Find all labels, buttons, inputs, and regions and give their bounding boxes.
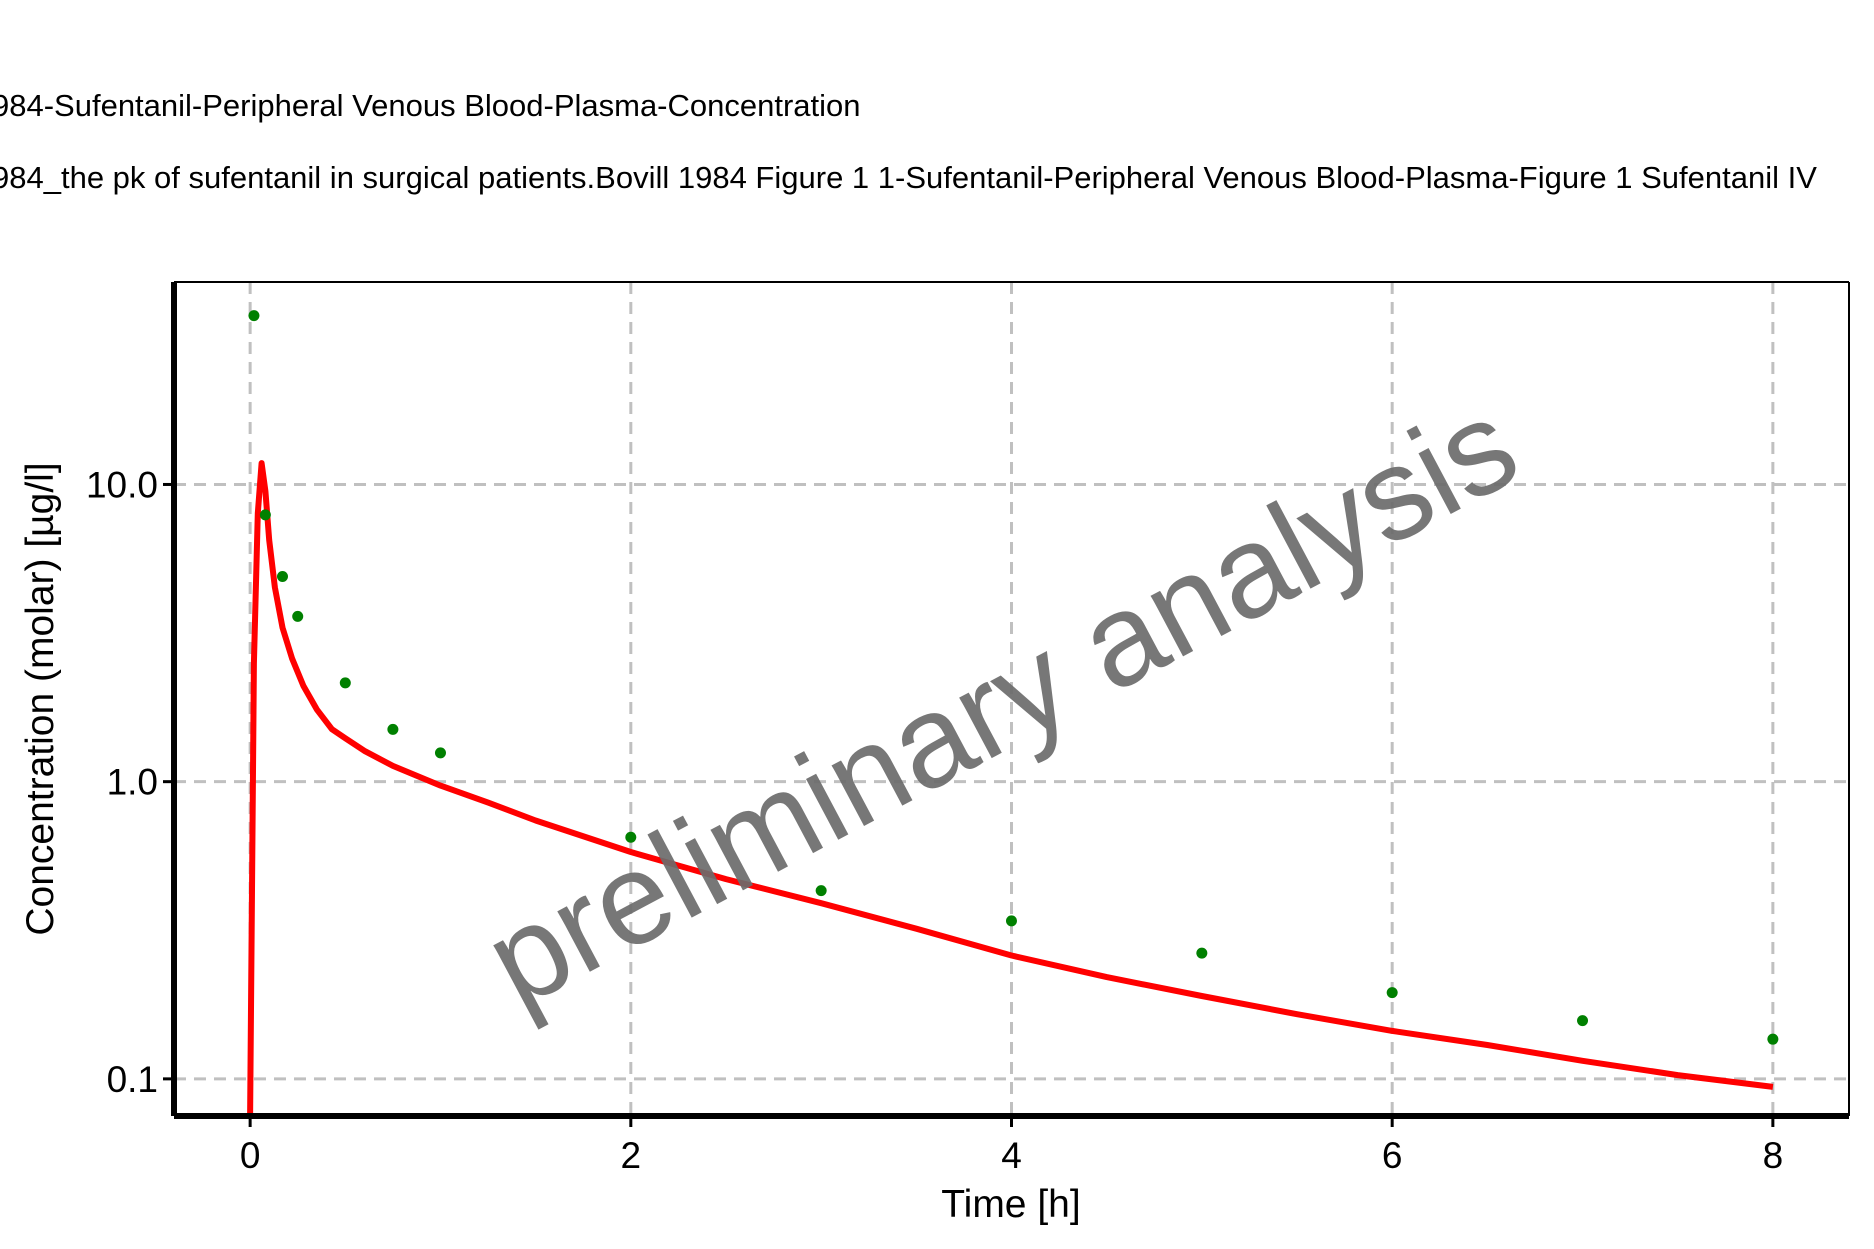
chart-title: 984-Sufentanil-Peripheral Venous Blood-P… <box>0 88 861 123</box>
x-tick-label-3: 6 <box>1382 1135 1403 1176</box>
observed-point-8 <box>815 885 827 897</box>
y-tick-label-2: 10.0 <box>86 464 158 505</box>
observed-point-7 <box>625 831 637 843</box>
y-tick-label-1: 1.0 <box>107 762 158 803</box>
observed-point-12 <box>1577 1015 1589 1027</box>
x-tick-label-0: 0 <box>240 1135 261 1176</box>
observed-point-0 <box>248 310 260 322</box>
x-tick-label-4: 8 <box>1763 1135 1784 1176</box>
observed-point-1 <box>259 509 271 521</box>
y-tick-label-0: 0.1 <box>107 1059 158 1100</box>
observed-point-4 <box>339 677 351 689</box>
simulation-line <box>247 460 1774 1117</box>
plot-data <box>247 310 1779 1117</box>
observed-point-9 <box>1006 915 1017 927</box>
chart-subtitle: 984_the pk of sufentanil in surgical pat… <box>0 160 1817 195</box>
observed-point-11 <box>1386 987 1398 999</box>
y-axis-label: Concentration (molar) [µg/l] <box>19 462 62 935</box>
observed-point-13 <box>1767 1033 1779 1045</box>
observed-point-10 <box>1196 947 1208 959</box>
watermark: preliminary analysis <box>463 370 1539 1035</box>
x-tick-label-2: 4 <box>1001 1135 1022 1176</box>
x-tick-label-1: 2 <box>621 1135 642 1176</box>
observed-point-3 <box>292 610 304 622</box>
observed-point-2 <box>276 571 288 583</box>
x-axis-label: Time [h] <box>941 1183 1080 1226</box>
observed-point-5 <box>387 723 399 735</box>
observed-point-6 <box>434 747 446 759</box>
axis-ticks: 0 2 4 6 8 0.1 1.0 10.0 <box>86 464 1783 1176</box>
